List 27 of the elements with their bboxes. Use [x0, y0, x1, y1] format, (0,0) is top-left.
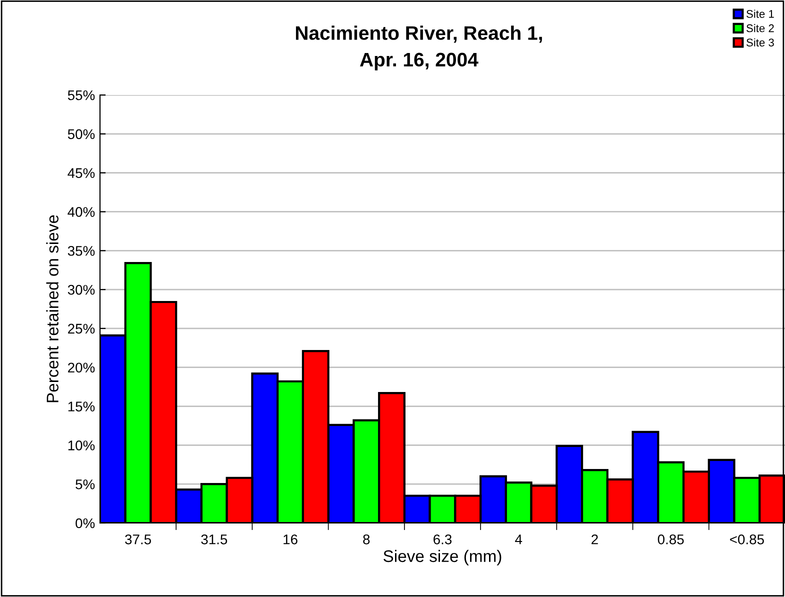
y-tick-label: 0% — [76, 518, 95, 528]
chart-title: Nacimiento River, Reach 1, Apr. 16, 2004 — [296, 26, 542, 70]
x-tick-label: 8 — [363, 534, 370, 544]
legend-label: Site 1 — [746, 10, 774, 18]
y-tick-label: 25% — [68, 324, 95, 334]
y-tick-label: 45% — [68, 168, 95, 178]
x-tick-label: 4 — [515, 534, 522, 544]
legend-label: Site 2 — [746, 24, 774, 32]
y-tick-label: 15% — [68, 402, 95, 412]
x-tick-label: 2 — [592, 534, 598, 544]
y-tick-label: 5% — [76, 479, 95, 490]
y-tick-label: 30% — [68, 284, 95, 295]
x-tick-label: 6.3 — [434, 534, 452, 544]
y-axis-title: Percent retained on sieve — [46, 215, 58, 402]
y-tick-label: 35% — [68, 246, 95, 256]
x-tick-label: 0.85 — [658, 534, 684, 544]
x-tick-label: 37.5 — [125, 534, 151, 544]
x-tick-label: 16 — [284, 534, 298, 544]
y-tick-label: 10% — [68, 440, 95, 450]
x-tick-label: <0.85 — [730, 534, 764, 544]
x-tick-label: 31.5 — [201, 534, 228, 544]
y-tick-label: 40% — [68, 207, 95, 217]
y-tick-label: 50% — [68, 129, 95, 140]
y-tick-label: 55% — [68, 90, 95, 100]
y-tick-label: 20% — [68, 362, 95, 373]
x-axis-title: Sieve size (mm) — [384, 550, 502, 566]
legend-label: Site 3 — [746, 38, 774, 46]
